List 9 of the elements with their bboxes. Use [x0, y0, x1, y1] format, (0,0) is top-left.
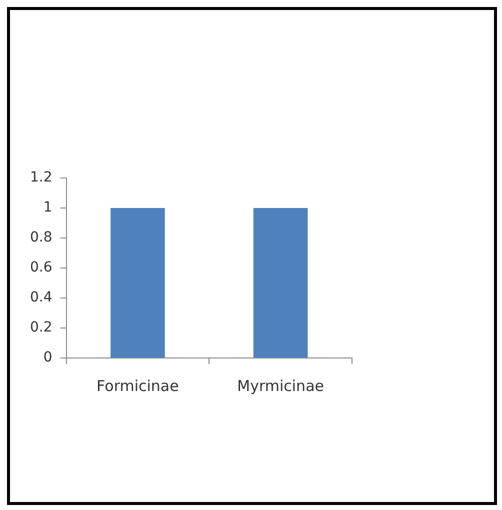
y-tick-label: 1: [43, 200, 52, 216]
x-tick-label: Formicinae: [96, 376, 179, 395]
y-tick-label: 0.2: [30, 320, 52, 336]
y-tick-label: 0.6: [30, 260, 52, 276]
y-tick-label: 1.2: [30, 170, 52, 186]
y-tick-label: 0.4: [30, 290, 52, 306]
y-tick-label: 0.8: [30, 230, 52, 246]
x-tick-label: Myrmicinae: [237, 376, 324, 395]
y-tick-label: 0: [43, 350, 52, 366]
